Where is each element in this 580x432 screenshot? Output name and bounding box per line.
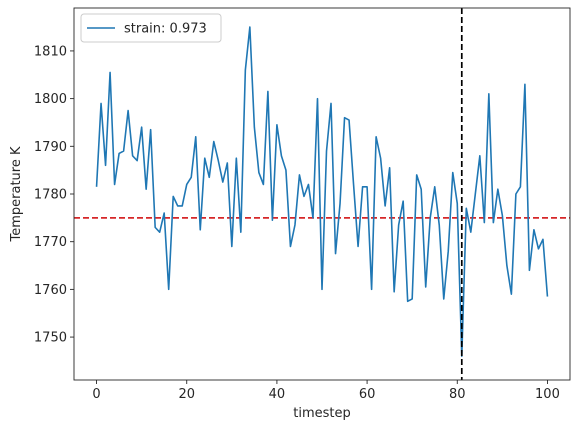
x-tick-label: 20: [178, 387, 195, 402]
y-tick-label: 1800: [34, 92, 67, 107]
plot-area: [74, 8, 570, 380]
axes-frame: [73, 7, 571, 381]
x-axis: 0 20 40 60 80 100: [92, 380, 560, 402]
y-tick-label: 1750: [34, 331, 67, 346]
y-tick-label: 1790: [34, 140, 67, 155]
x-tick-label: 40: [269, 387, 286, 402]
legend-label: strain: 0.973: [124, 22, 207, 37]
x-tick-label: 0: [92, 387, 100, 402]
x-tick-label: 60: [359, 387, 376, 402]
x-axis-label: timestep: [293, 406, 351, 421]
y-tick-label: 1780: [34, 188, 67, 203]
y-axis: 1750 1760 1770 1780 1790 1800 1810: [34, 44, 74, 346]
x-tick-label: 80: [449, 387, 466, 402]
y-tick-label: 1770: [34, 235, 67, 250]
y-tick-label: 1760: [34, 283, 67, 298]
x-tick-label: 100: [535, 387, 560, 402]
series-line: [95, 26, 549, 357]
legend-box: [80, 13, 222, 43]
legend: strain: 0.973: [80, 13, 222, 43]
y-tick-label: 1810: [34, 44, 67, 59]
y-axis-label: Temperature K: [9, 146, 24, 242]
